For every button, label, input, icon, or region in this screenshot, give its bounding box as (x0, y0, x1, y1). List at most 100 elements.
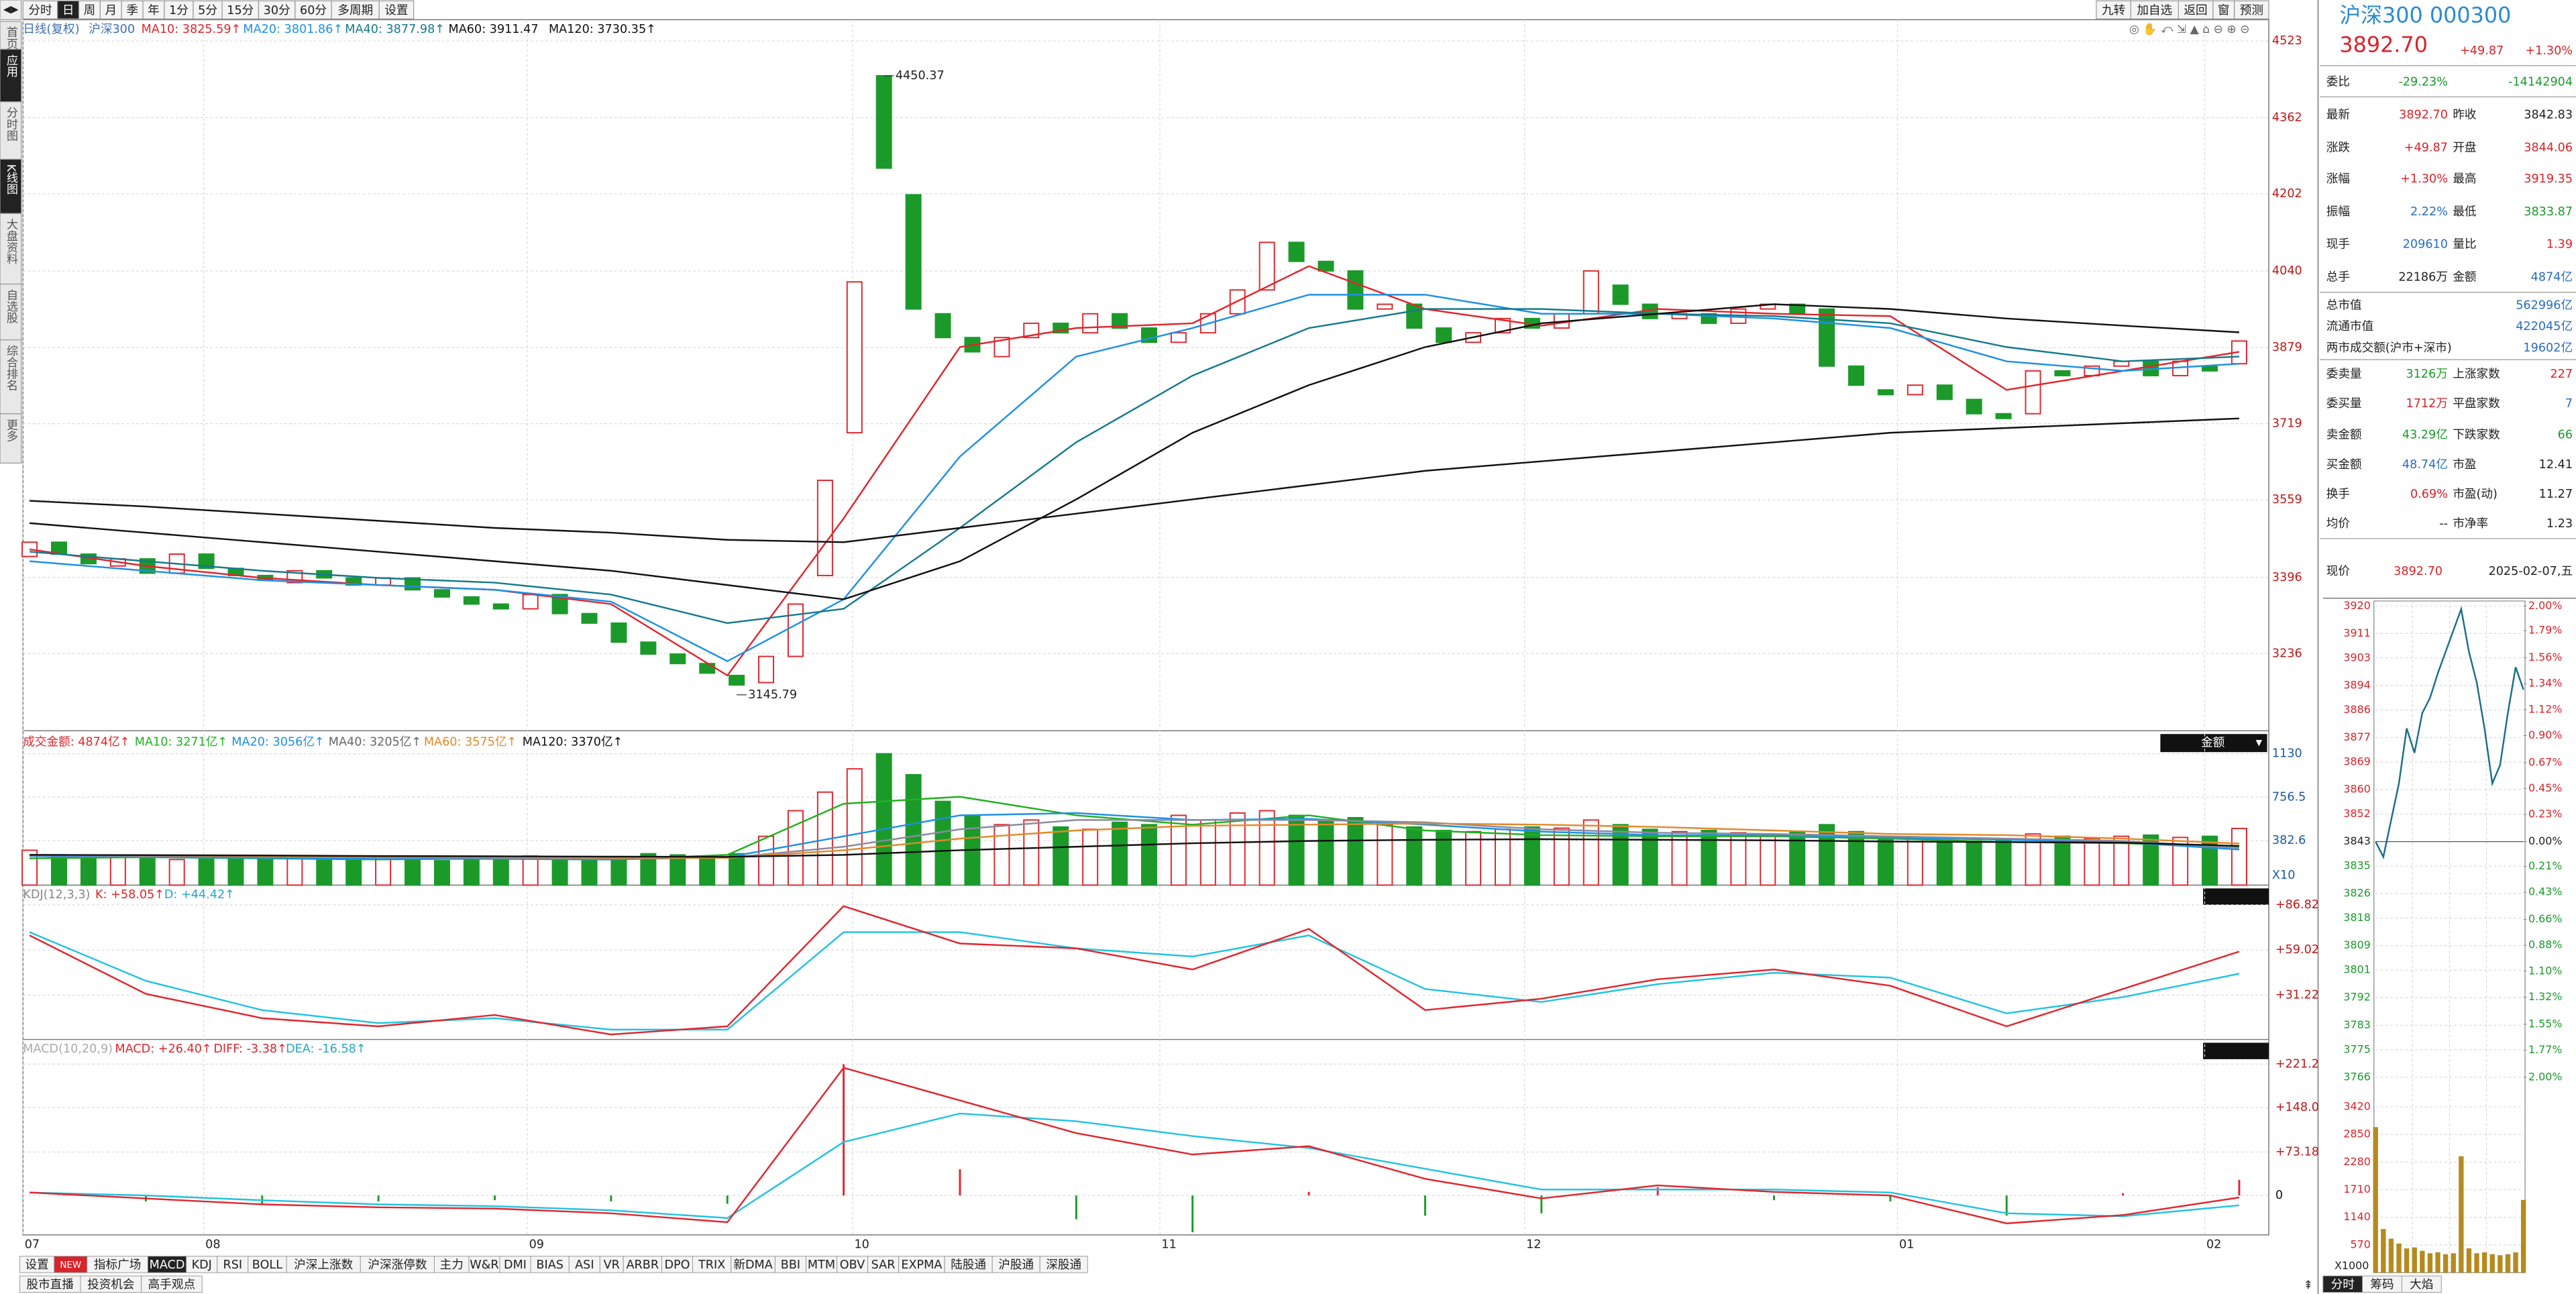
volume-bar (2084, 838, 2100, 886)
indicator-tab[interactable] (837, 1256, 869, 1273)
period-button[interactable] (221, 0, 260, 19)
tool-button[interactable] (2234, 0, 2269, 19)
selector-box[interactable] (2160, 734, 2267, 753)
indicator-tab[interactable] (991, 1256, 1040, 1273)
quote-label: 上涨家数 (2453, 368, 2500, 381)
volume-bar (1347, 816, 1364, 886)
indicator-tab[interactable] (731, 1256, 775, 1273)
quote-value: -14142904 (2508, 75, 2573, 89)
volume-ma-line (30, 812, 2240, 861)
volume-bar (1318, 819, 1334, 886)
candle (729, 674, 745, 686)
sidebar-tab[interactable] (0, 283, 22, 341)
tool-button[interactable] (2096, 0, 2131, 19)
bottom-link[interactable] (141, 1275, 203, 1293)
nav-arrows[interactable] (0, 0, 22, 20)
period-label: 5分 (198, 4, 217, 17)
volume-bar (1671, 830, 1688, 886)
intraday-tick: 3860 (2343, 783, 2370, 796)
period-button[interactable] (22, 0, 58, 19)
price-tick: 3559 (2272, 493, 2302, 506)
volume-bar (2231, 828, 2247, 886)
scroll-top[interactable]: ⇞ (2303, 1279, 2313, 1293)
panel-tab[interactable] (2322, 1275, 2363, 1293)
macd-legend: DIFF: -3.38↑ (213, 1042, 287, 1056)
candle (1318, 260, 1334, 272)
quote-label: 开盘 (2453, 141, 2476, 154)
indicator-tab[interactable] (1039, 1256, 1088, 1273)
intraday-tick: 3766 (2343, 1070, 2370, 1083)
panel-tab[interactable] (2401, 1275, 2442, 1293)
period-button[interactable] (294, 0, 332, 19)
sidebar-tab[interactable] (0, 213, 22, 285)
intraday-pct-tick: 1.32% (2528, 990, 2563, 1003)
price-legend: MA60: 3911.47 (449, 23, 539, 36)
sidebar-tab[interactable] (0, 48, 22, 103)
period-button[interactable] (164, 0, 194, 19)
tool-button[interactable] (2178, 0, 2214, 19)
macd-tick: +73.18 (2275, 1145, 2319, 1158)
panel-tab[interactable] (2362, 1275, 2402, 1293)
price-legend: 沪深300 (89, 23, 135, 36)
sidebar-tab[interactable] (0, 413, 22, 464)
quote-label: 总市值 (2326, 299, 2362, 312)
period-button[interactable] (78, 0, 101, 19)
period-label: 设置 (384, 4, 408, 17)
price-change: +49.87 (2460, 44, 2504, 58)
indicator-tab[interactable] (360, 1256, 435, 1273)
volume-bar (758, 835, 775, 886)
indicator-tab[interactable] (468, 1256, 500, 1273)
volume-bar (1848, 830, 1865, 886)
volume-bar (1112, 821, 1128, 886)
period-button[interactable] (378, 0, 415, 19)
sidebar-tab[interactable] (0, 158, 22, 214)
chart-tools[interactable]: ◎ ✋ ⤺ ⇲ ▲ ⌂ ⊖ ⊕ ⊝ (2129, 22, 2250, 36)
indicator-tab[interactable] (19, 1256, 55, 1273)
intraday-tick: 3843 (2343, 834, 2370, 847)
intraday-tick: 3869 (2343, 755, 2370, 767)
bottom-link[interactable] (80, 1275, 142, 1293)
intraday-tick: 3818 (2343, 911, 2370, 924)
indicator-help[interactable] (2203, 1042, 2269, 1059)
intraday-tick: 3852 (2343, 807, 2370, 820)
indicator-tab[interactable] (898, 1256, 945, 1273)
intraday-volume-bar (2427, 1253, 2433, 1273)
indicator-tab[interactable] (623, 1256, 662, 1273)
indicator-label: OBV (840, 1258, 865, 1272)
indicator-tab[interactable] (599, 1256, 624, 1273)
tool-label: 加自选 (2137, 4, 2172, 17)
quote-label: 换手 (2326, 488, 2350, 501)
intraday-tick: 3801 (2343, 963, 2370, 976)
tool-button[interactable] (2212, 0, 2235, 19)
volume-bar (1760, 833, 1776, 886)
indicator-tab[interactable] (434, 1256, 470, 1273)
quote-value: 2.22% (2410, 205, 2448, 219)
candle (198, 553, 215, 570)
bottom-link[interactable] (19, 1275, 81, 1293)
period-button[interactable] (121, 0, 144, 19)
intraday-volume-tick: 570 (2350, 1238, 2370, 1250)
candle (2172, 360, 2189, 376)
indicator-tab[interactable] (774, 1256, 806, 1273)
indicator-label: 深股通 (1046, 1258, 1081, 1272)
volume-bar (905, 773, 922, 886)
indicator-tab[interactable] (286, 1256, 361, 1273)
candle (905, 194, 922, 310)
dropdown-arrow: ▼ (2256, 738, 2263, 747)
indicator-tab[interactable] (87, 1256, 148, 1273)
indicator-tab[interactable] (867, 1256, 900, 1273)
indicator-tab[interactable] (661, 1256, 693, 1273)
indicator-tab[interactable] (54, 1256, 88, 1273)
sidebar-tab[interactable] (0, 101, 22, 160)
volume-bar (433, 860, 450, 886)
indicator-help[interactable] (2203, 888, 2269, 905)
intraday-tick: 3783 (2343, 1018, 2370, 1031)
sidebar-label: 更多 (4, 419, 18, 441)
volume-bar (1377, 824, 1393, 886)
dea-line (30, 1112, 2240, 1220)
tool-button[interactable] (2130, 0, 2179, 19)
bottom-link-label: 股市直播 (26, 1279, 74, 1292)
indicator-tab[interactable] (217, 1256, 249, 1273)
volume-bar (1642, 828, 1658, 886)
quote-value: 3833.87 (2524, 205, 2573, 219)
